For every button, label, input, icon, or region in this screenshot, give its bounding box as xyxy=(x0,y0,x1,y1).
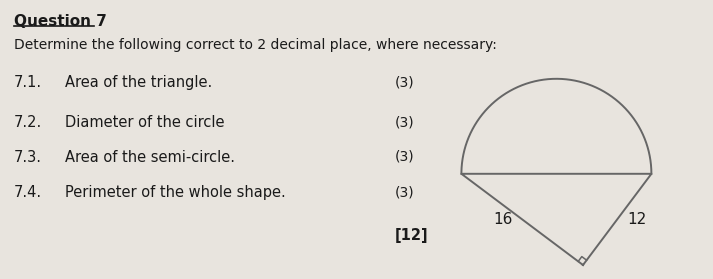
Text: (3): (3) xyxy=(395,150,415,164)
Text: Question 7: Question 7 xyxy=(14,14,107,29)
Text: 7.2.: 7.2. xyxy=(14,115,42,130)
Text: [12]: [12] xyxy=(395,228,429,243)
Text: 7.4.: 7.4. xyxy=(14,185,42,200)
Text: (3): (3) xyxy=(395,75,415,89)
Text: 12: 12 xyxy=(627,212,647,227)
Text: Area of the semi-circle.: Area of the semi-circle. xyxy=(65,150,235,165)
Text: 7.3.: 7.3. xyxy=(14,150,42,165)
Text: Perimeter of the whole shape.: Perimeter of the whole shape. xyxy=(65,185,286,200)
Text: (3): (3) xyxy=(395,185,415,199)
Text: Determine the following correct to 2 decimal place, where necessary:: Determine the following correct to 2 dec… xyxy=(14,38,497,52)
Text: Area of the triangle.: Area of the triangle. xyxy=(65,75,212,90)
Text: 7.1.: 7.1. xyxy=(14,75,42,90)
Text: Diameter of the circle: Diameter of the circle xyxy=(65,115,225,130)
Text: (3): (3) xyxy=(395,115,415,129)
Text: 16: 16 xyxy=(493,212,512,227)
